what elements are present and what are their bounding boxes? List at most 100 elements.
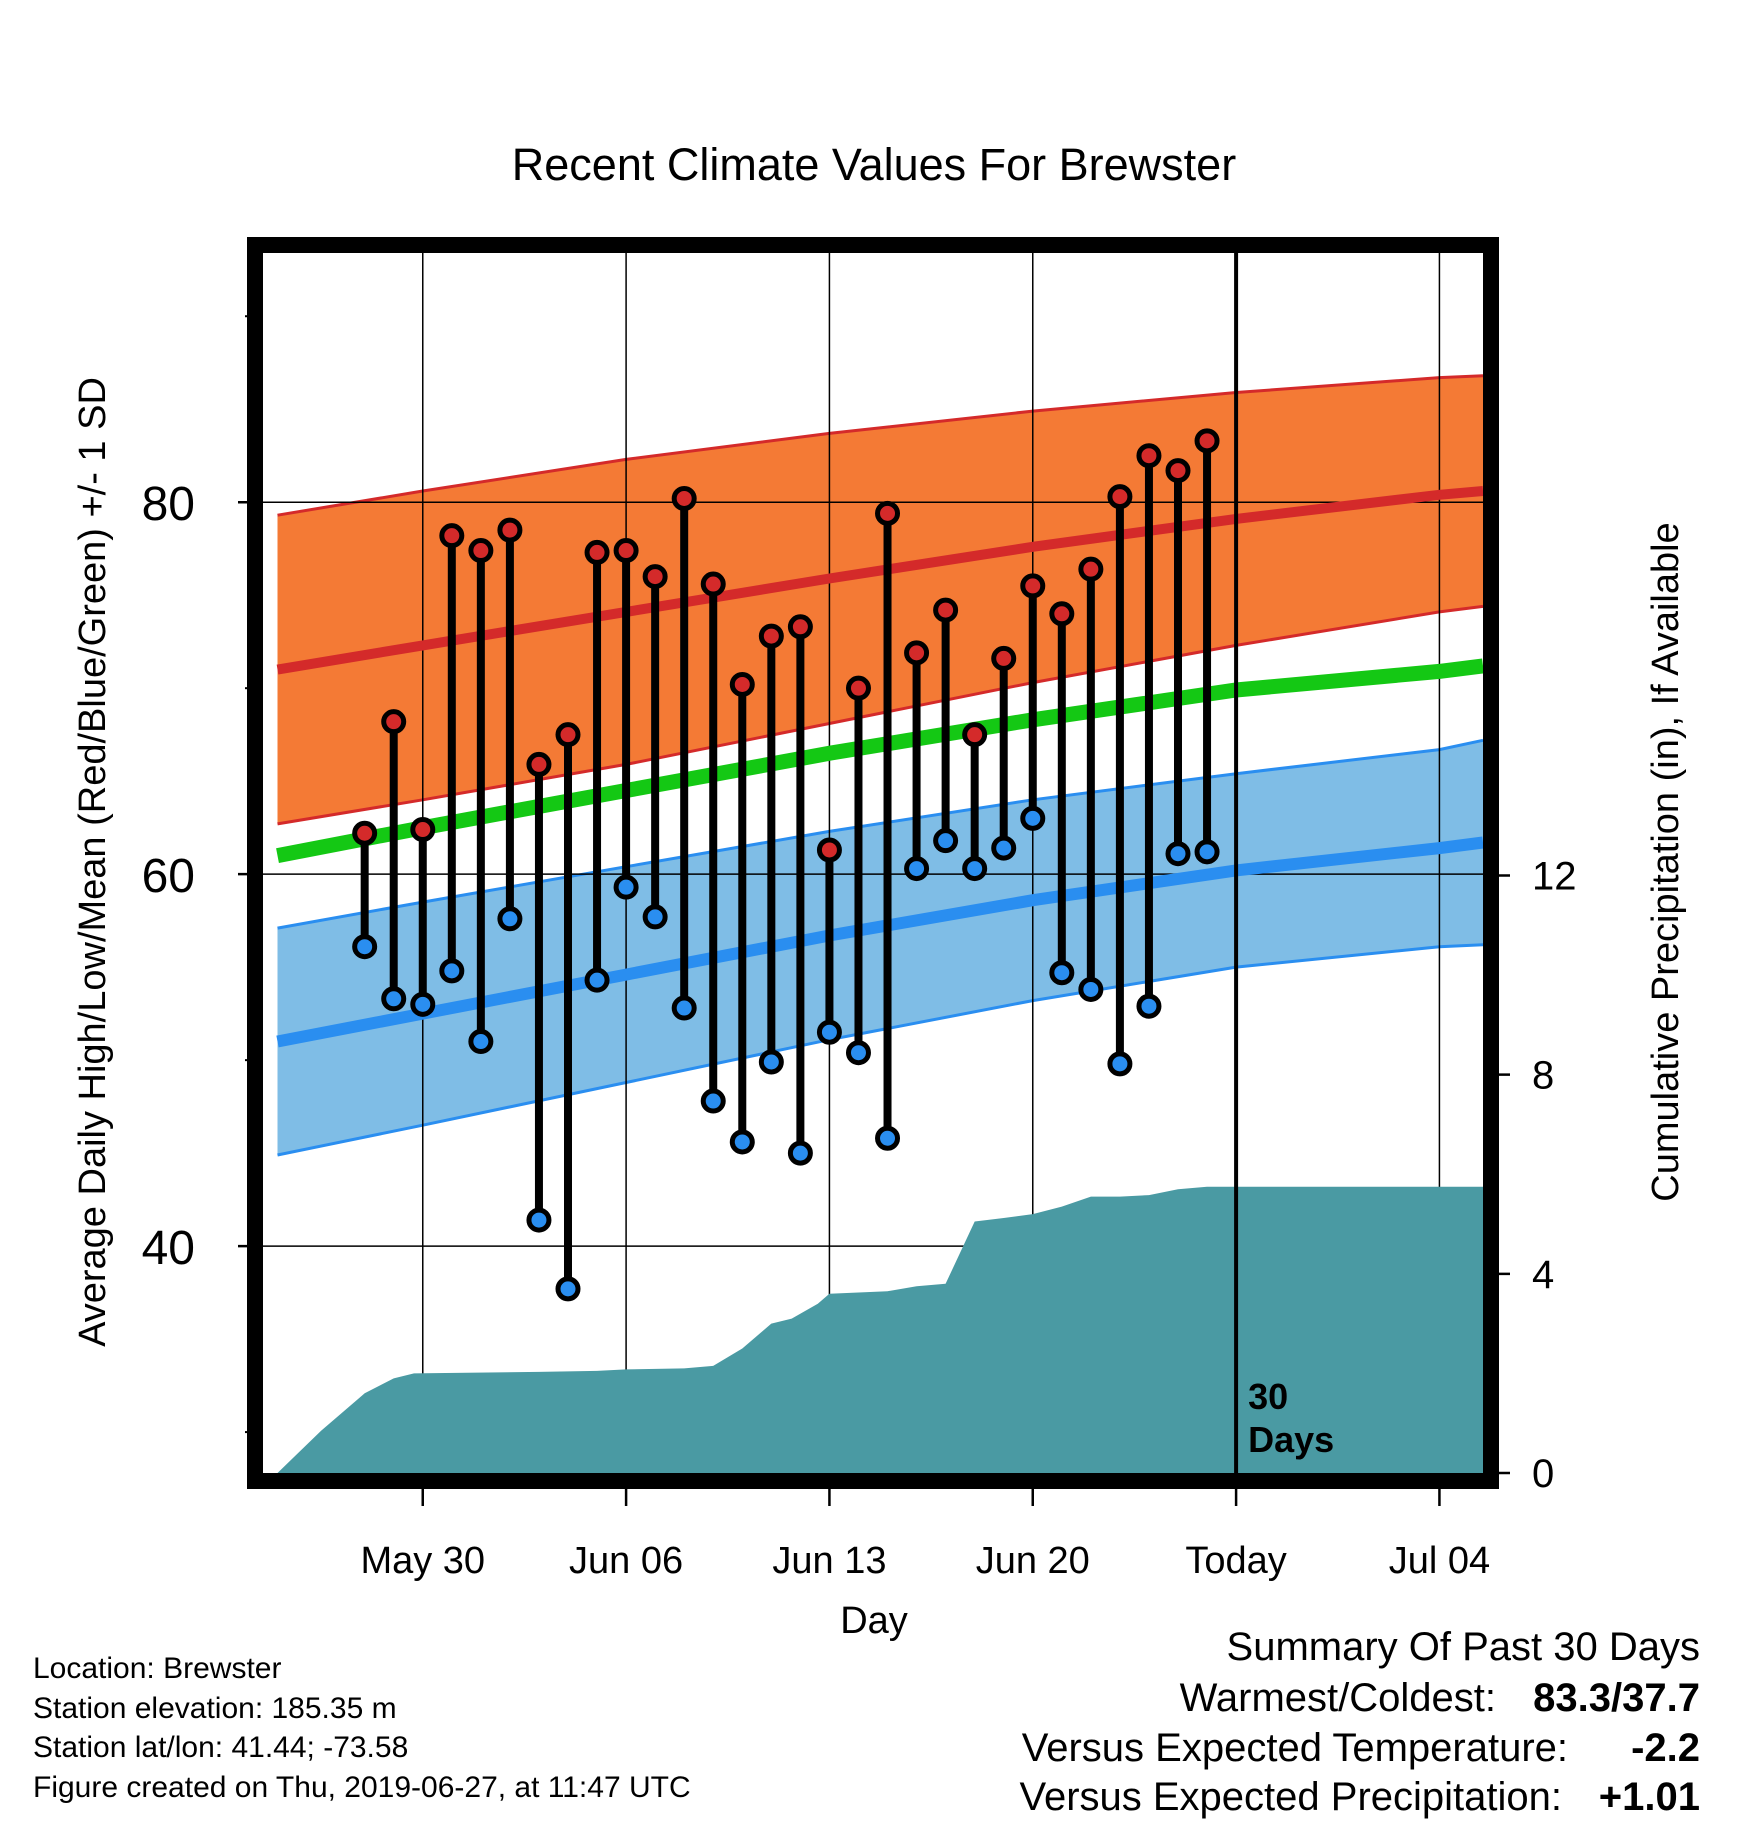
daily-high-point — [1165, 458, 1191, 484]
daily-high-point — [1107, 484, 1133, 510]
y2-tick-label: 0 — [1532, 1452, 1554, 1496]
daily-observation — [497, 517, 523, 932]
x-tick-label: Today — [1185, 1540, 1286, 1582]
daily-observation — [991, 645, 1017, 861]
daily-low-point — [1136, 993, 1162, 1019]
y-axis-title: Average Daily High/Low/Mean (Red/Blue/Gr… — [72, 377, 114, 1347]
daily-observation — [700, 571, 726, 1114]
daily-high-point — [729, 671, 755, 697]
normal-lines — [276, 486, 1484, 1048]
plot-frame — [247, 237, 1499, 1489]
daily-high-point — [962, 722, 988, 748]
daily-low-point — [352, 934, 378, 960]
daily-high-point — [875, 500, 901, 526]
daily-observation — [816, 837, 842, 1045]
station-info: Location: Brewster Station elevation: 18… — [33, 1652, 691, 1804]
daily-observation — [642, 564, 668, 930]
warm-cold-value: 83.3/37.7 — [1533, 1676, 1700, 1720]
observations — [352, 428, 1220, 1302]
daily-observation — [439, 523, 465, 984]
daily-low-point — [845, 1040, 871, 1066]
daily-observation — [613, 538, 639, 900]
daily-high-point — [584, 539, 610, 565]
temp-anomaly-label: Versus Expected Temperature: — [1022, 1726, 1568, 1770]
daily-low-point — [1078, 976, 1104, 1002]
daily-high-point — [497, 517, 523, 543]
daily-low-point — [787, 1140, 813, 1166]
daily-high-point — [1136, 443, 1162, 469]
daily-low-point — [555, 1276, 581, 1302]
high-band-upper-edge — [277, 374, 1484, 517]
x-tick-label: Jun 06 — [569, 1540, 683, 1582]
daily-observation — [1020, 573, 1046, 831]
daily-observation — [555, 722, 581, 1302]
daily-low-point — [875, 1125, 901, 1151]
daily-observation — [758, 623, 784, 1075]
daily-high-point — [1078, 556, 1104, 582]
y-axis-right: 0 4 8 12 — [1491, 854, 1577, 1496]
daily-high-point — [526, 751, 552, 777]
daily-low-point — [758, 1049, 784, 1075]
summary-panel: Summary Of Past 30 Days Warmest/Coldest:… — [1019, 1625, 1700, 1819]
today-label-days-word: Days — [1248, 1419, 1334, 1460]
daily-observation — [875, 500, 901, 1151]
high-sd-band — [277, 375, 1483, 824]
daily-high-point — [671, 485, 697, 511]
y2-tick-label: 12 — [1532, 854, 1577, 898]
daily-high-point — [439, 523, 465, 549]
latlon-text: Station lat/lon: 41.44; -73.58 — [33, 1731, 408, 1764]
daily-low-point — [584, 967, 610, 993]
high-band-lower-edge — [277, 604, 1484, 826]
daily-observation — [584, 539, 610, 993]
daily-low-point — [642, 904, 668, 930]
daily-low-point — [700, 1088, 726, 1114]
daily-observation — [787, 614, 813, 1166]
daily-low-point — [439, 958, 465, 984]
location-text: Location: Brewster — [33, 1652, 281, 1685]
daily-low-point — [1165, 841, 1191, 867]
daily-low-point — [381, 986, 407, 1012]
daily-observation — [381, 709, 407, 1012]
daily-observation — [1078, 556, 1104, 1002]
y-tick-label: 40 — [142, 1222, 195, 1275]
daily-low-point — [962, 856, 988, 882]
daily-low-point — [526, 1207, 552, 1233]
precip-anomaly-label: Versus Expected Precipitation: — [1019, 1775, 1562, 1819]
chart-title: Recent Climate Values For Brewster — [512, 139, 1236, 190]
normal-mean-line — [276, 658, 1484, 863]
daily-high-point — [468, 538, 494, 564]
x-tick-label: Jul 04 — [1389, 1540, 1490, 1582]
daily-observation — [962, 722, 988, 882]
daily-low-point — [933, 828, 959, 854]
normal-high-line — [276, 486, 1484, 675]
elevation-text: Station elevation: 185.35 m — [33, 1692, 397, 1725]
low-sd-band — [277, 740, 1483, 1155]
today-marker: 30 Days — [1234, 253, 1334, 1473]
daily-high-point — [933, 597, 959, 623]
daily-low-point — [613, 874, 639, 900]
daily-low-point — [1194, 839, 1220, 865]
daily-observation — [352, 820, 378, 960]
daily-high-point — [410, 817, 436, 843]
daily-observation — [1049, 601, 1075, 986]
y-tick-label: 80 — [142, 478, 195, 531]
precipitation-area — [277, 1186, 1483, 1475]
daily-observation — [1165, 458, 1191, 867]
daily-high-point — [991, 645, 1017, 671]
daily-high-point — [1049, 601, 1075, 627]
daily-low-point — [1049, 960, 1075, 986]
daily-observation — [671, 485, 697, 1021]
daily-observation — [845, 675, 871, 1066]
daily-high-point — [381, 709, 407, 735]
daily-observation — [1194, 428, 1220, 865]
y2-tick-label: 4 — [1532, 1253, 1554, 1297]
daily-low-point — [816, 1019, 842, 1045]
y-tick-label: 60 — [142, 850, 195, 903]
daily-observation — [1136, 443, 1162, 1019]
daily-high-point — [816, 837, 842, 863]
daily-high-point — [1020, 573, 1046, 599]
today-label-days-count: 30 — [1248, 1376, 1288, 1417]
normal-low-line — [276, 836, 1484, 1048]
daily-observation — [410, 817, 436, 1017]
